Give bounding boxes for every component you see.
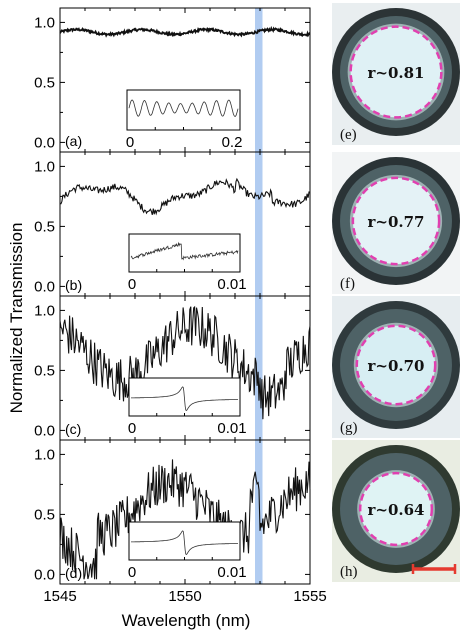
- fiber-core: [360, 473, 432, 545]
- y-tick-label: 0.0: [34, 278, 55, 295]
- x-tick-label-1545: 1545: [43, 588, 76, 605]
- x-tick-label-1550: 1550: [168, 588, 201, 605]
- x-tick-label-1555: 1555: [293, 588, 326, 605]
- inset-tick-label-start: 0: [126, 134, 134, 151]
- inset-tick-label-start: 0: [128, 276, 136, 293]
- panel-label: (b): [65, 277, 82, 293]
- core-dashed-outline: [351, 176, 441, 266]
- y-tick-label: 0.0: [34, 566, 55, 583]
- y-tick-label: 1.0: [34, 158, 55, 175]
- ratio-label: r~0.70: [367, 357, 424, 375]
- series-trace: [59, 459, 311, 580]
- micrograph-e: r~0.81 (e): [332, 3, 460, 145]
- panel-frame: [59, 151, 311, 297]
- photo-label: (g): [340, 420, 358, 436]
- panel-label: (a): [65, 133, 82, 149]
- core-dashed-outline: [358, 471, 434, 547]
- chart-panel-b: 0.00.51.0(b) 0 0.01: [34, 151, 311, 297]
- x-axis-title: Wavelength (nm): [122, 611, 251, 630]
- inset-tick-label-end: 0.01: [217, 276, 246, 293]
- series-trace: [59, 177, 311, 216]
- inset-tick-label-start: 0: [128, 564, 136, 581]
- y-tick-label: 0.5: [34, 506, 55, 523]
- y-tick-label: 0.5: [34, 362, 55, 379]
- y-tick-label: 1.0: [34, 302, 55, 319]
- inset-plot: 0 0.2: [126, 89, 243, 151]
- y-tick-label: 1.0: [34, 14, 55, 31]
- fiber-core: [356, 325, 436, 405]
- inset-plot: 0 0.01: [128, 521, 247, 581]
- micrograph-f: r~0.77 (f): [332, 152, 460, 294]
- y-tick-label: 0.5: [34, 218, 55, 235]
- inset-tick-label-end: 0.01: [217, 564, 246, 581]
- ratio-label: r~0.77: [367, 213, 424, 231]
- inset-trace: [131, 530, 238, 556]
- fiber-core: [352, 177, 440, 265]
- inset-frame: [126, 89, 241, 131]
- y-tick-label: 1.0: [34, 446, 55, 463]
- series-trace: [59, 305, 311, 420]
- chart-panel-a: 0.00.51.0(a) 0 0.2: [34, 7, 311, 153]
- core-dashed-outline: [355, 324, 437, 406]
- inset-trace: [131, 386, 238, 412]
- inset-trace: [130, 241, 239, 261]
- y-tick-label: 0.5: [34, 74, 55, 91]
- micrograph-g: r~0.70 (g): [332, 296, 460, 438]
- inset-plot: 0 0.01: [128, 233, 247, 293]
- photo-label: (f): [340, 276, 355, 292]
- y-tick-label: 0.0: [34, 422, 55, 439]
- inset-tick-label-end: 0.01: [217, 420, 246, 437]
- micrograph-h: r~0.64 (h): [332, 440, 460, 582]
- core-dashed-outline: [349, 25, 443, 119]
- scale-bar: [411, 564, 457, 574]
- panel-label: (c): [65, 421, 81, 437]
- panel-label: (d): [65, 565, 82, 581]
- inset-trace: [128, 99, 239, 117]
- ratio-label: r~0.81: [367, 64, 424, 82]
- photo-label: (h): [340, 564, 358, 580]
- inset-tick-label-start: 0: [128, 420, 136, 437]
- inset-plot: 0 0.01: [128, 377, 247, 437]
- y-axis-title: Normalized Transmission: [7, 223, 26, 414]
- panel-frame: [59, 439, 311, 585]
- fiber-core: [350, 26, 442, 118]
- photo-label: (e): [340, 127, 357, 143]
- ratio-label: r~0.64: [367, 501, 424, 519]
- chart-panel-d: 0.00.51.0(d) 0 0.01: [34, 439, 311, 585]
- y-tick-label: 0.0: [34, 134, 55, 151]
- chart-panel-c: 0.00.51.0(c) 0 0.01: [34, 295, 311, 441]
- inset-tick-label-end: 0.2: [222, 134, 243, 151]
- series-trace: [59, 25, 311, 38]
